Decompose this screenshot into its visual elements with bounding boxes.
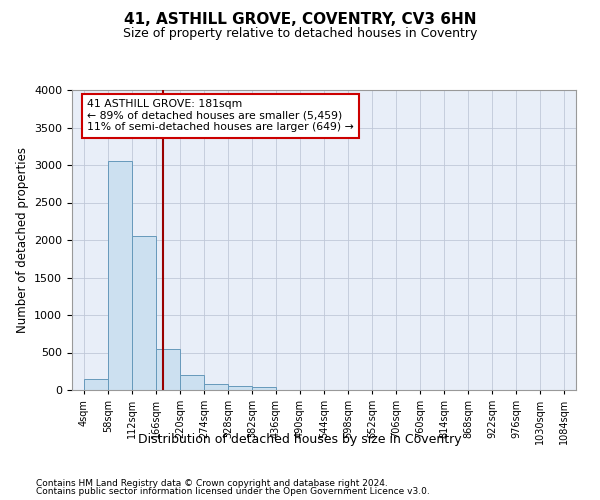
Bar <box>204 384 228 390</box>
Text: Distribution of detached houses by size in Coventry: Distribution of detached houses by size … <box>138 432 462 446</box>
Bar <box>156 349 180 390</box>
Bar <box>252 386 276 390</box>
Text: Contains HM Land Registry data © Crown copyright and database right 2024.: Contains HM Land Registry data © Crown c… <box>36 478 388 488</box>
Y-axis label: Number of detached properties: Number of detached properties <box>16 147 29 333</box>
Text: Size of property relative to detached houses in Coventry: Size of property relative to detached ho… <box>123 28 477 40</box>
Bar <box>132 236 156 390</box>
Bar <box>84 379 108 390</box>
Text: 41, ASTHILL GROVE, COVENTRY, CV3 6HN: 41, ASTHILL GROVE, COVENTRY, CV3 6HN <box>124 12 476 28</box>
Bar <box>228 386 252 390</box>
Text: 41 ASTHILL GROVE: 181sqm
← 89% of detached houses are smaller (5,459)
11% of sem: 41 ASTHILL GROVE: 181sqm ← 89% of detach… <box>87 99 354 132</box>
Text: Contains public sector information licensed under the Open Government Licence v3: Contains public sector information licen… <box>36 487 430 496</box>
Bar <box>180 375 204 390</box>
Bar <box>108 161 132 390</box>
